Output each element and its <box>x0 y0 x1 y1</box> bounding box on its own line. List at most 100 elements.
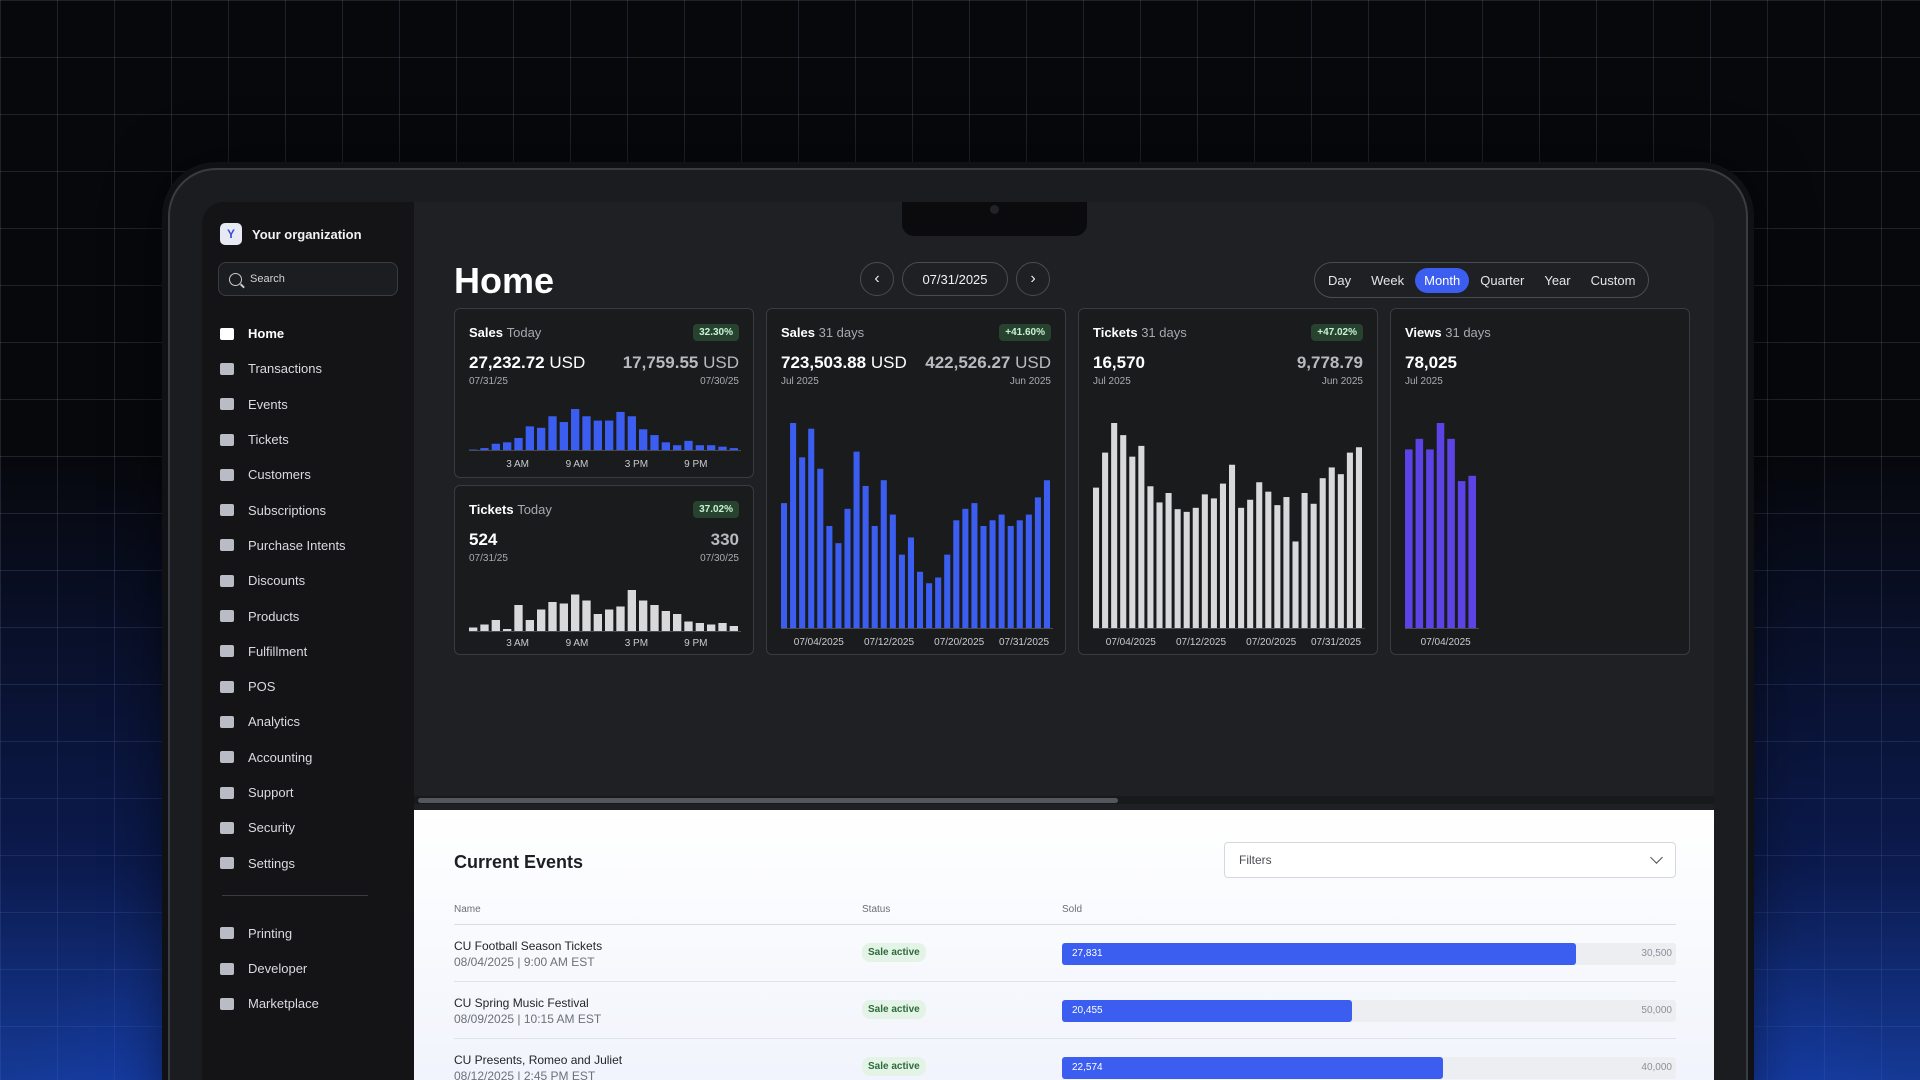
bar <box>503 442 512 451</box>
x-tick-label: 3 AM <box>506 459 529 470</box>
previous-date-button[interactable]: ‹ <box>860 262 894 296</box>
sidebar-item-support[interactable]: Support <box>218 775 398 810</box>
sidebar-item-discounts[interactable]: Discounts <box>218 563 398 598</box>
tab-month[interactable]: Month <box>1415 267 1470 293</box>
bar <box>907 537 914 629</box>
column-header-name[interactable]: Name <box>454 904 481 915</box>
status-badge: Sale active <box>862 1000 926 1019</box>
bar <box>1415 438 1424 629</box>
x-tick-label: 07/12/2025 <box>863 637 915 648</box>
sold-progress-bar: 20,455 50,000 <box>1062 1000 1676 1022</box>
card-tickets-31-days[interactable]: Tickets 31 days +47.02% 16,570 9,778.79 … <box>1078 308 1378 655</box>
filters-dropdown[interactable]: Filters <box>1224 842 1676 878</box>
bar <box>1147 486 1154 629</box>
sold-count: 22,574 <box>1072 1062 1103 1073</box>
bar <box>1043 480 1050 629</box>
table-row[interactable]: CU Football Season Tickets 08/04/2025 | 9… <box>454 925 1676 982</box>
lifebuoy-icon <box>220 786 234 799</box>
search-box[interactable] <box>218 262 398 296</box>
x-axis-labels: 07/04/2025 07/12/2025 07/20/2025 07/31/2025 <box>781 637 1051 651</box>
event-name[interactable]: CU Spring Music Festival <box>454 996 589 1010</box>
sidebar-item-security[interactable]: Security <box>218 810 398 845</box>
org-name: Your organization <box>252 226 362 242</box>
x-axis-labels: 3 AM 9 AM 3 PM 9 PM <box>469 638 739 652</box>
current-date: 07/31/25 <box>469 553 508 564</box>
org-switcher[interactable]: Y Your organization <box>220 222 398 246</box>
x-tick-label: 9 PM <box>684 459 708 470</box>
sold-progress-fill: 27,831 <box>1062 943 1577 965</box>
sidebar-item-pos[interactable]: POS <box>218 669 398 704</box>
card-tickets-today[interactable]: Tickets Today 37.02% 524 330 07/31/25 07… <box>454 485 754 655</box>
sidebar-item-fulfillment[interactable]: Fulfillment <box>218 634 398 669</box>
bar <box>880 480 887 629</box>
x-tick-label: 9 AM <box>565 459 589 470</box>
current-value: 723,503.88 USD <box>781 353 907 372</box>
bar-chart-svg <box>469 590 741 632</box>
table-row[interactable]: CU Presents, Romeo and Juliet 08/12/2025 … <box>454 1039 1676 1080</box>
sidebar-item-label: Products <box>248 608 300 624</box>
next-date-button[interactable]: › <box>1016 262 1050 296</box>
previous-value: 17,759.55 USD <box>622 353 739 372</box>
card-views-31-days[interactable]: Views 31 days 78,025 Jul 2025 07/04/2025 <box>1390 308 1690 655</box>
bar <box>639 429 648 451</box>
scrollbar-thumb[interactable] <box>418 798 1118 803</box>
bar <box>707 445 716 451</box>
sidebar-item-home[interactable]: Home <box>218 316 398 351</box>
sidebar-item-settings[interactable]: Settings <box>218 845 398 880</box>
sidebar-item-subscriptions[interactable]: Subscriptions <box>218 492 398 527</box>
sidebar-item-marketplace[interactable]: Marketplace <box>218 986 398 1021</box>
bar <box>537 427 546 451</box>
lock-icon <box>220 821 234 834</box>
tab-quarter[interactable]: Quarter <box>1480 272 1525 288</box>
column-header-status[interactable]: Status <box>862 904 891 915</box>
bar <box>799 457 806 629</box>
search-input[interactable] <box>250 273 380 285</box>
bar <box>1265 491 1272 629</box>
sidebar-item-transactions[interactable]: Transactions <box>218 351 398 386</box>
x-tick-label: 07/04/2025 <box>1420 637 1471 648</box>
bar <box>817 468 824 629</box>
sold-count: 20,455 <box>1072 1005 1103 1016</box>
sidebar-item-accounting[interactable]: Accounting <box>218 740 398 775</box>
bar <box>998 514 1005 629</box>
event-date: 08/04/2025 | 9:00 AM EST <box>454 955 595 969</box>
tab-custom[interactable]: Custom <box>1590 272 1636 288</box>
bar <box>661 611 670 632</box>
horizontal-scrollbar[interactable] <box>414 796 1714 804</box>
event-name[interactable]: CU Presents, Romeo and Juliet <box>454 1053 623 1067</box>
previous-value: 422,526.27 USD <box>925 353 1051 372</box>
sidebar-item-customers[interactable]: Customers <box>218 457 398 492</box>
previous-value: 9,778.79 <box>1296 353 1363 372</box>
x-tick-label: 9 PM <box>684 638 708 649</box>
tab-week[interactable]: Week <box>1371 272 1405 288</box>
x-tick-label: 9 AM <box>565 638 589 649</box>
sidebar-item-purchase-intents[interactable]: Purchase Intents <box>218 528 398 563</box>
paint-roller-icon <box>220 927 234 940</box>
change-badge: +41.60% <box>999 323 1051 341</box>
event-name[interactable]: CU Football Season Tickets <box>454 939 603 953</box>
bar <box>1025 514 1032 629</box>
column-header-sold[interactable]: Sold <box>1062 904 1083 915</box>
sidebar-item-tickets[interactable]: Tickets <box>218 422 398 457</box>
bar <box>917 571 924 629</box>
sidebar-item-products[interactable]: Products <box>218 598 398 633</box>
sidebar-item-developer[interactable]: Developer <box>218 951 398 986</box>
sidebar-item-printing[interactable]: Printing <box>218 916 398 951</box>
bar-chart-svg <box>1093 423 1365 629</box>
bar <box>1319 478 1326 629</box>
tab-day[interactable]: Day <box>1328 272 1352 288</box>
bar <box>1238 507 1245 629</box>
card-sales-31-days[interactable]: Sales 31 days +41.60% 723,503.88 USD 422… <box>766 308 1066 655</box>
sidebar-item-events[interactable]: Events <box>218 387 398 422</box>
bar <box>605 609 614 632</box>
tab-year[interactable]: Year <box>1544 272 1571 288</box>
date-navigator: ‹ 07/31/2025 › <box>860 262 1050 296</box>
bar <box>1201 494 1208 629</box>
section-title: Current Events <box>454 852 584 872</box>
card-sales-today[interactable]: Sales Today 32.30% 27,232.72 USD 17,759.… <box>454 308 754 478</box>
table-row[interactable]: CU Spring Music Festival 08/09/2025 | 10:… <box>454 982 1676 1039</box>
sidebar-item-analytics[interactable]: Analytics <box>218 704 398 739</box>
date-picker[interactable]: 07/31/2025 <box>902 262 1008 296</box>
bar <box>673 614 682 632</box>
bar <box>571 409 580 451</box>
